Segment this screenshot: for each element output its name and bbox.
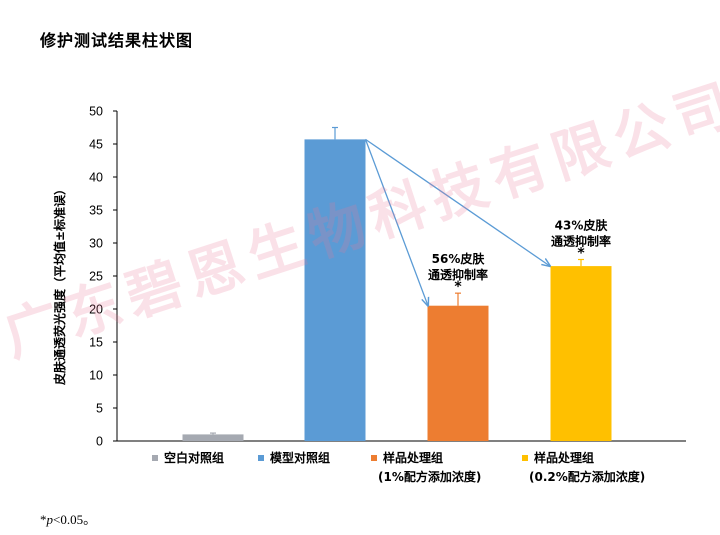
legend-swatch	[152, 455, 158, 461]
y-tick-label: 50	[89, 105, 103, 119]
footnote-star: *	[40, 512, 47, 527]
y-tick-label: 35	[89, 204, 103, 218]
y-tick-label: 20	[89, 303, 103, 317]
y-tick-label: 30	[89, 237, 103, 251]
legend-label: 空白对照组	[164, 450, 224, 465]
inhibition-arrow	[365, 138, 551, 266]
legend-sublabel: (0.2%配方添加浓度)	[529, 469, 645, 484]
y-axis-title: 皮肤通透荧光强度（平均值±标准误）	[52, 183, 67, 386]
annotation-line1: 56%皮肤	[432, 251, 486, 266]
significance-star: *	[577, 246, 585, 262]
y-tick-label: 5	[96, 402, 103, 416]
bar	[182, 434, 244, 441]
legend-label: 模型对照组	[270, 450, 330, 465]
annotation-line1: 43%皮肤	[555, 218, 609, 233]
significance-star: *	[454, 279, 462, 295]
legend-swatch	[258, 455, 264, 461]
y-tick-label: 40	[89, 171, 103, 185]
bar	[427, 305, 489, 441]
legend-swatch	[522, 455, 528, 461]
legend-sublabel: (1%配方添加浓度)	[378, 469, 481, 484]
bar	[304, 139, 366, 441]
annotation-line2: 通透抑制率	[428, 267, 488, 282]
legend-swatch	[371, 455, 377, 461]
y-tick-label: 15	[89, 336, 103, 350]
y-tick-label: 25	[89, 270, 103, 284]
annotation-line2: 通透抑制率	[551, 234, 611, 249]
bar	[550, 266, 612, 441]
y-tick-label: 45	[89, 138, 103, 152]
footnote-threshold: <0.05。	[53, 512, 97, 527]
footnote-p: p	[46, 512, 54, 527]
page-title: 修护测试结果柱状图	[40, 31, 194, 50]
y-tick-label: 10	[89, 369, 103, 383]
y-tick-label: 0	[96, 435, 103, 449]
footnote: *p<0.05。	[40, 509, 96, 528]
legend-label: 样品处理组	[383, 450, 443, 465]
legend-label: 样品处理组	[534, 450, 594, 465]
inhibition-arrow	[364, 139, 429, 305]
